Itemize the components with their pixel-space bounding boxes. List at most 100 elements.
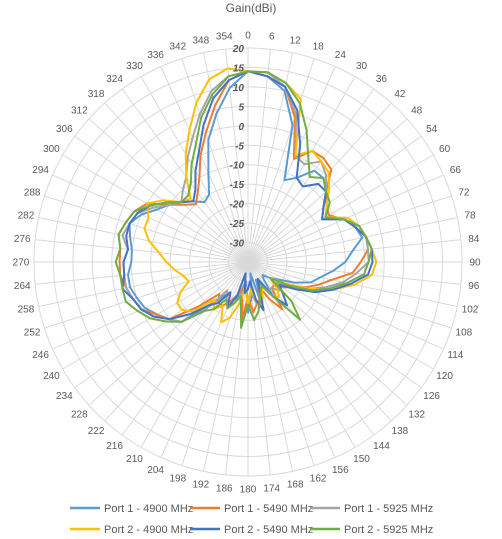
angle-tick-label: 228 [71,409,88,420]
angle-spoke [247,261,452,329]
radial-axis-labels: 20 15 10 5 0 -5 -10 -15 -20 -25 -30 [230,44,245,250]
angle-tick-label: 18 [313,42,325,53]
angle-spoke [203,52,249,263]
angle-spoke [247,261,461,285]
angle-spoke [247,118,408,263]
angle-spoke [35,261,249,285]
angle-tick-label: 216 [106,441,123,452]
angle-spoke [140,76,249,263]
angle-tick-label: 60 [439,144,451,155]
series-line [114,70,373,329]
angle-spoke [35,239,249,263]
angle-tick-label: 240 [43,371,60,382]
angle-spoke [104,102,249,263]
angle-tick-label: 120 [436,371,453,382]
legend-entry: Port 2 - 4900 MHz [104,524,193,536]
angle-tick-label: 342 [170,42,187,53]
angle-tick-label: 258 [18,305,35,316]
angle-tick-label: 42 [394,89,406,100]
angle-tick-label: 210 [126,454,143,465]
angle-tick-label: 312 [71,106,88,117]
angle-tick-label: 30 [356,61,368,72]
radial-tick-label: -25 [230,219,245,230]
angle-tick-label: 150 [353,454,370,465]
angle-tick-label: 66 [450,165,462,176]
radial-tick-label: 5 [238,102,244,113]
angle-tick-label: 84 [468,234,480,245]
radial-tick-label: 20 [232,44,245,55]
angle-tick-label: 156 [332,465,349,476]
angle-spoke [247,261,444,350]
angle-spoke [62,154,249,263]
angle-spoke [121,88,249,263]
angle-tick-label: 36 [376,74,388,85]
angle-spoke [52,174,249,263]
angle-tick-label: 264 [14,281,31,292]
angle-tick-label: 336 [147,50,164,61]
legend-entry: Port 1 - 5925 MHz [344,503,433,515]
radial-tick-label: 0 [238,122,244,133]
angle-spoke [44,261,249,329]
radial-tick-label: -5 [235,141,244,152]
chart-legend: Port 1 - 4900 MHz Port 1 - 5490 MHz Port 1… [70,503,433,536]
angle-tick-label: 222 [88,426,105,437]
angle-tick-label: 144 [373,441,390,452]
angle-spoke [247,154,434,263]
angle-spoke [247,49,271,263]
angle-tick-label: 318 [88,89,105,100]
angle-tick-label: 234 [56,391,73,402]
legend-entry: Port 2 - 5490 MHz [224,524,313,536]
angle-tick-label: 132 [408,409,425,420]
radial-tick-label: -10 [230,161,245,172]
angle-spoke [74,135,249,263]
angle-spoke [74,261,249,389]
angle-spoke [181,58,249,263]
angle-tick-label: 330 [126,61,143,72]
angle-spoke [247,135,422,263]
legend-entry: Port 2 - 5925 MHz [344,524,433,536]
angle-spoke [44,195,249,263]
angle-spoke [140,261,249,448]
radial-tick-label: -20 [230,200,245,211]
angle-tick-label: 78 [464,210,476,221]
radial-tick-label: -30 [230,239,245,250]
angle-tick-label: 54 [426,124,438,135]
angle-tick-label: 348 [192,35,209,46]
angle-spoke [62,261,249,370]
angle-tick-label: 48 [411,106,423,117]
legend-entry: Port 1 - 5490 MHz [224,503,313,515]
angle-spoke [38,261,249,307]
angle-spoke [247,239,461,263]
angle-spoke [247,195,452,263]
angle-tick-label: 24 [335,50,347,61]
angle-tick-label: 12 [290,35,302,46]
angle-tick-label: 288 [24,187,41,198]
angle-spoke [247,261,356,448]
angle-tick-label: 294 [32,165,49,176]
angle-tick-label: 162 [310,473,327,484]
angle-tick-label: 282 [18,210,35,221]
angle-tick-label: 276 [14,234,31,245]
angle-spoke [247,88,375,263]
angle-spoke [247,76,356,263]
angle-tick-label: 6 [269,32,275,43]
angle-tick-label: 270 [13,258,30,269]
angle-spoke [88,261,249,406]
angle-tick-label: 180 [240,485,257,496]
angle-spoke [247,217,458,263]
angle-tick-label: 246 [32,350,49,361]
angle-tick-label: 300 [43,144,60,155]
angle-tick-label: 96 [468,281,480,292]
angle-spoke [104,261,249,422]
angle-grid [34,48,462,476]
angle-spoke [160,66,249,263]
angle-tick-label: 114 [447,350,463,361]
angle-spoke [88,118,249,263]
angle-tick-label: 168 [287,480,304,491]
angle-tick-label: 102 [462,305,479,316]
angle-tick-label: 90 [469,258,481,269]
angle-tick-label: 186 [216,483,233,494]
angle-tick-label: 72 [458,187,470,198]
angle-tick-label: 354 [216,32,233,43]
